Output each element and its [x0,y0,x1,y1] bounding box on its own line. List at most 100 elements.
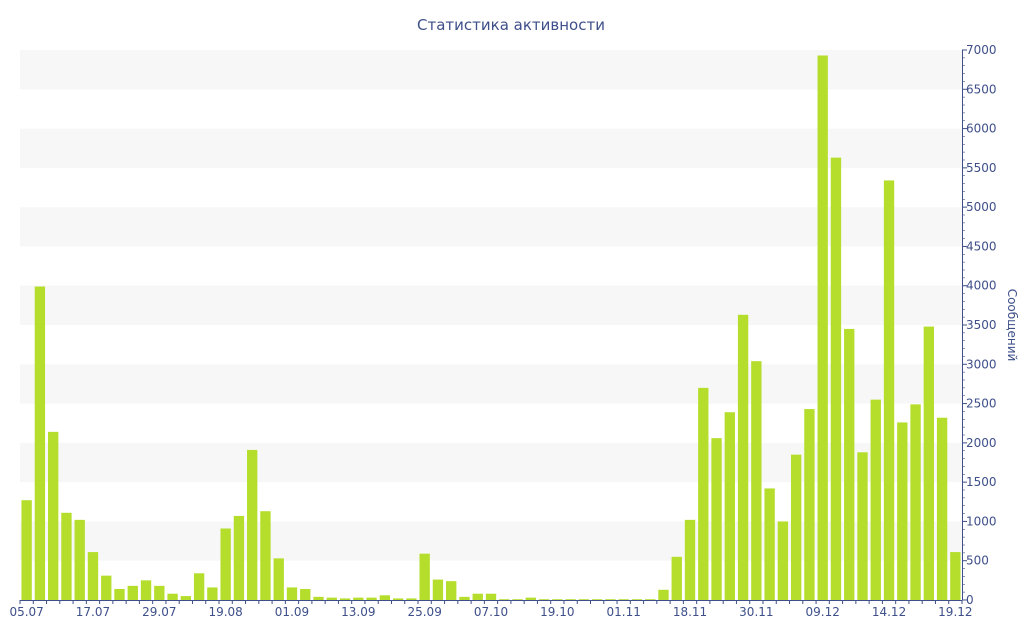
bar [711,438,722,600]
grid-band [20,128,962,168]
x-tick-label: 05.07 [9,605,43,619]
bar [154,585,165,600]
grid-band [20,207,962,247]
bar [870,399,881,600]
x-tick-label: 30.11 [739,605,773,619]
grid-band [20,364,962,404]
bar [180,596,192,600]
bar [140,580,152,600]
bar [565,599,576,600]
bar [684,519,696,600]
y-tick-label: 7000 [966,43,997,57]
bar [446,581,457,600]
bar [737,314,749,600]
bar [260,511,271,600]
bar [459,596,470,600]
y-tick-label: 6000 [966,122,997,136]
x-tick-label: 07.10 [474,605,508,619]
x-tick-label: 17.07 [76,605,110,619]
y-tick-label: 2000 [966,436,997,450]
bar [485,593,497,600]
bar [247,449,258,600]
bar [127,585,138,600]
bar [804,409,815,600]
bar [34,286,46,600]
bar [207,587,218,600]
x-tick-label: 13.09 [341,605,375,619]
bar [777,521,789,600]
bar [552,599,563,600]
bar [499,599,510,600]
bar [286,587,298,600]
y-tick-label: 3500 [966,318,997,332]
x-tick-label: 19.12 [938,605,972,619]
bar [883,180,895,600]
bar [87,552,99,600]
bar [525,597,536,600]
bar [101,575,112,600]
bar [193,573,205,600]
bar [591,599,603,600]
bar [923,326,935,600]
bar [764,488,775,600]
y-tick-label: 3000 [966,357,997,371]
x-tick-label: 19.08 [208,605,242,619]
x-tick-label: 19.10 [540,605,574,619]
chart-title: Статистика активности [417,16,605,34]
bar [817,55,828,600]
bar [658,589,669,600]
bar [21,500,32,600]
y-tick-label: 500 [966,554,989,568]
y-tick-label: 5500 [966,161,997,175]
bar [830,157,842,600]
y-tick-label: 5000 [966,200,997,214]
bar [578,599,590,600]
bar [114,589,125,600]
y-tick-label: 4000 [966,279,997,293]
y-tick-label: 1500 [966,475,997,489]
bar [419,553,430,600]
bar [857,452,868,600]
y-tick-label: 0 [966,593,974,607]
x-tick-label: 29.07 [142,605,176,619]
bar-series [21,55,961,600]
y-tick-label: 1000 [966,514,997,528]
x-tick-label: 01.09 [275,605,309,619]
bar [326,597,337,600]
bar [671,556,682,600]
bar [897,422,908,600]
x-tick-label: 09.12 [806,605,840,619]
bar [74,519,85,600]
bar [61,512,72,600]
bar [47,431,59,600]
bar [366,597,377,600]
x-tick-label: 25.09 [407,605,441,619]
bar [618,599,629,600]
bar [538,599,550,600]
bar [300,589,311,600]
grid-band [20,285,962,325]
bar [432,579,444,600]
bar [698,387,709,600]
bar [379,595,391,600]
bar [790,454,802,600]
bar [220,528,231,600]
bar [233,515,245,600]
bar [406,598,417,600]
bar [645,599,656,600]
bar [751,361,762,600]
bar [631,599,643,600]
bar [313,596,324,600]
bar [273,558,284,600]
bar [472,593,483,600]
y-tick-label: 2500 [966,397,997,411]
x-tick-label: 01.11 [606,605,640,619]
y-axis-title: Сообщений [1005,289,1019,362]
bar [167,593,178,600]
bar [910,404,921,600]
bar [724,412,735,600]
bar [512,599,523,600]
bar [339,598,351,600]
y-tick-label: 6500 [966,82,997,96]
